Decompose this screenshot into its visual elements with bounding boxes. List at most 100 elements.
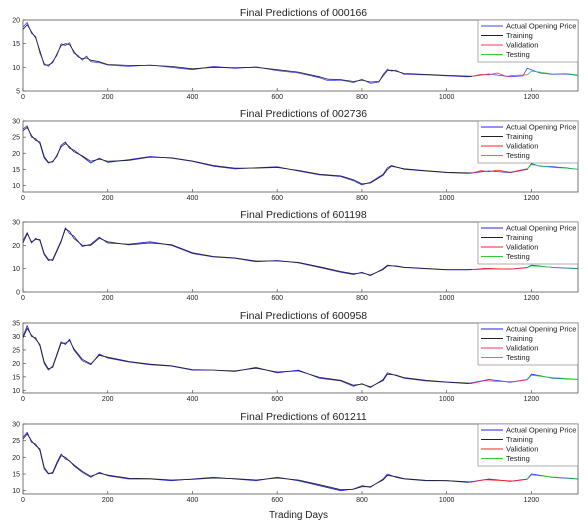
x-tick-label: 200 [102,396,114,403]
x-tick-label: 1200 [524,195,540,202]
chart-title: Final Predictions of 000166 [240,7,367,19]
legend-label: Testing [506,454,530,463]
y-tick-label: 15 [12,472,20,479]
series-group [23,125,578,186]
x-tick-label: 1000 [439,295,455,302]
chart-panel: Final Predictions of 601211 0 200 400 600 800… [12,411,579,521]
legend-label: Actual Opening Price [506,426,576,435]
x-tick-label: 0 [21,497,25,504]
x-tick-label: 0 [21,396,25,403]
x-tick-label: 1000 [439,94,455,101]
y-tick-label: 10 [12,266,20,273]
x-tick-label: 1000 [439,497,455,504]
y-tick-label: 10 [12,388,20,395]
series-line-testing [527,265,578,269]
legend-label: Training [506,435,533,444]
y-tick-label: 15 [12,374,20,381]
x-tick-label: 200 [102,94,114,101]
chart-title: Final Predictions of 600958 [240,310,367,322]
x-tick-label: 800 [356,396,368,403]
series-line-validation [472,267,528,270]
y-tick-label: 10 [12,65,20,72]
legend-label: Testing [506,252,530,261]
series-line-training [23,327,473,388]
x-tick-label: 400 [187,497,199,504]
legend: Actual Opening PriceTrainingValidationTe… [477,221,579,265]
y-tick-label: 25 [12,438,20,445]
y-tick-label: 35 [12,321,20,328]
x-tick-label: 600 [271,94,283,101]
legend-label: Training [506,334,533,343]
x-tick-label: 600 [271,396,283,403]
legend: Actual Opening PriceTrainingValidationTe… [477,120,579,164]
x-tick-label: 400 [187,195,199,202]
x-tick-label: 800 [356,497,368,504]
x-tick-label: 400 [187,295,199,302]
chart-panel: Final Predictions of 002736 0 200 400 600 800… [12,108,579,202]
x-tick-label: 0 [21,295,25,302]
legend-label: Validation [506,445,538,454]
chart-panel: Final Predictions of 000166 0 200 400 600 800… [12,7,579,101]
chart-title: Final Predictions of 601211 [240,411,367,423]
x-tick-label: 600 [271,295,283,302]
series-line-validation [472,478,528,483]
x-tick-label: 1200 [524,396,540,403]
legend: Actual Opening PriceTrainingValidationTe… [477,19,579,63]
legend-label: Testing [506,50,530,59]
y-tick-label: 20 [12,151,20,158]
series-group [23,21,578,84]
legend-label: Training [506,31,533,40]
y-tick-label: 20 [12,455,20,462]
legend-label: Actual Opening Price [506,325,576,334]
series-line-training [23,228,473,276]
legend: Actual Opening PriceTrainingValidationTe… [477,423,579,467]
x-tick-label: 400 [187,94,199,101]
x-tick-label: 0 [21,195,25,202]
legend-label: Validation [506,344,538,353]
y-tick-label: 30 [12,334,20,341]
legend: Actual Opening PriceTrainingValidationTe… [477,322,579,366]
series-group [23,227,578,277]
x-tick-label: 0 [21,94,25,101]
y-tick-label: 0 [16,290,20,297]
series-line-testing [526,374,578,381]
legend-label: Testing [506,151,530,160]
legend-label: Validation [506,243,538,252]
x-tick-label: 800 [356,94,368,101]
legend-label: Actual Opening Price [506,123,576,132]
series-group [23,431,578,492]
series-line-testing [526,70,578,76]
x-tick-label: 800 [356,195,368,202]
y-tick-label: 25 [12,135,20,142]
x-tick-label: 1000 [439,396,455,403]
legend-label: Training [506,233,533,242]
y-tick-label: 30 [12,422,20,429]
legend-label: Training [506,132,533,141]
chart-title: Final Predictions of 002736 [240,108,367,120]
legend-label: Validation [506,41,538,50]
series-line-testing [526,164,578,170]
x-tick-label: 600 [271,497,283,504]
x-tick-label: 200 [102,195,114,202]
series-line-validation [471,168,528,174]
x-tick-label: 200 [102,497,114,504]
x-tick-label: 600 [271,195,283,202]
y-tick-label: 10 [12,183,20,190]
x-tick-label: 800 [356,295,368,302]
chart-title: Final Predictions of 601198 [240,209,367,221]
legend-label: Actual Opening Price [506,22,576,31]
y-tick-label: 30 [12,119,20,126]
series-line-validation [472,72,528,77]
series-line-training [23,433,473,491]
y-tick-label: 20 [12,18,20,25]
legend-label: Testing [506,353,530,362]
x-tick-label: 400 [187,396,199,403]
chart-panel: Final Predictions of 600958 0 200 400 600 800… [12,310,579,403]
series-group [23,325,578,389]
y-tick-label: 15 [12,167,20,174]
legend-label: Validation [506,142,538,151]
y-tick-label: 20 [12,243,20,250]
y-tick-label: 25 [12,347,20,354]
